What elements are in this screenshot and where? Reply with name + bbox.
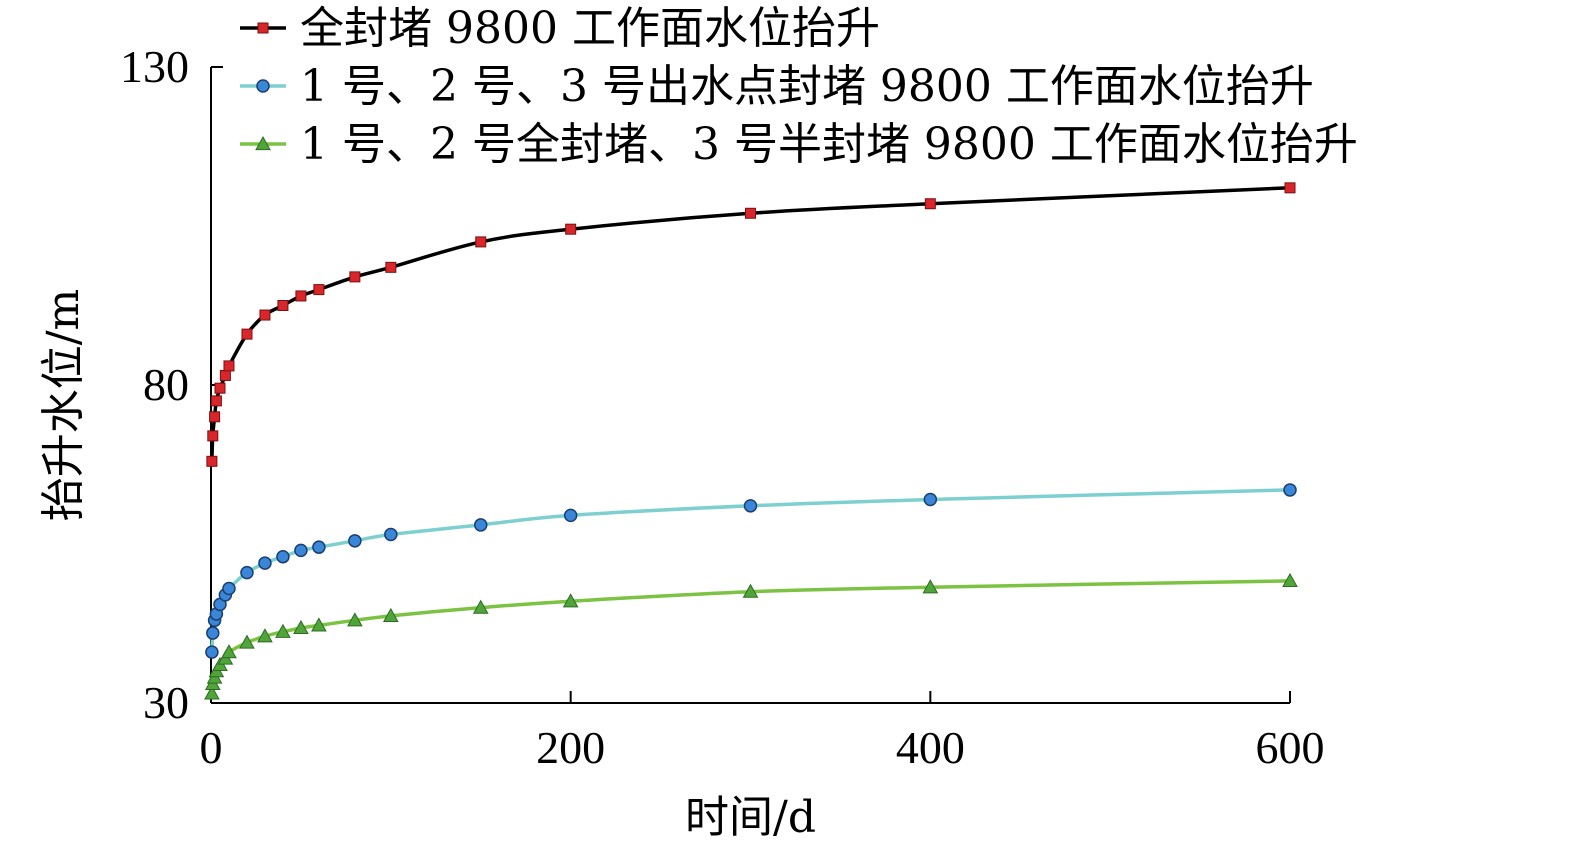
series-1-point [924,198,936,210]
series-1-point [214,382,226,394]
legend-label: 1 号、2 号、3 号出水点封堵 9800 工作面水位抬升 [300,61,1314,112]
series-layer [204,182,1298,700]
series-1-point [745,207,756,219]
series-1-point [219,369,231,381]
y-axis-ticks: 30 80 130 [120,41,223,728]
y-tick-label: 130 [120,41,189,92]
series-3-point [382,607,399,622]
series-3 [204,572,1298,700]
legend-swatch-marker [256,79,270,93]
y-tick-label: 80 [143,359,189,410]
legend-item-2: 1 号、2 号、3 号出水点封堵 9800 工作面水位抬升 [240,61,1314,112]
series-3-point [311,617,327,632]
x-axis-title: 时间/d [685,792,816,843]
legend-item-1: 全封堵 9800 工作面水位抬升 [240,3,880,54]
series-2-point [384,527,398,542]
series-3-point [275,623,291,638]
series-1-point [1284,182,1296,194]
legend-label: 全封堵 9800 工作面水位抬升 [300,3,880,54]
x-tick-label: 600 [1256,722,1325,773]
series-2-point [294,543,308,558]
legend: 全封堵 9800 工作面水位抬升 1 号、2 号、3 号出水点封堵 9800 工作… [240,3,1358,170]
series-1-point [277,300,289,311]
series-3-point [562,593,579,608]
series-3-point [472,599,489,614]
y-axis-title: 抬升水位/m [38,289,89,522]
series-2-point [240,565,254,580]
series-3-point [239,634,255,649]
series-2-point [276,549,290,564]
series-1-point [295,290,307,302]
series-1-point [223,360,235,372]
series-2-point [222,581,236,596]
series-1-point [313,284,325,296]
x-tick-label: 0 [200,722,223,773]
series-3-point [293,619,309,635]
legend-swatch-marker [255,135,271,151]
x-tick-label: 200 [536,722,605,773]
x-tick-label: 400 [896,722,965,773]
series-2-point [563,508,578,523]
series-1-line [210,186,1291,462]
series-1-point [210,395,222,407]
series-1-point [385,261,397,273]
series-3-point [257,628,273,643]
series-3-point [1282,572,1298,587]
series-3-point [221,644,237,659]
series-2-point [258,556,272,570]
legend-item-3: 1 号、2 号全封堵、3 号半封堵 9800 工作面水位抬升 [240,119,1358,170]
series-2 [205,483,1297,659]
series-3-point [922,579,939,594]
series-1-point [565,223,577,235]
series-1-point [209,411,221,423]
series-1-point [206,455,218,467]
series-2-line [210,488,1291,653]
series-1-point [475,236,487,248]
series-2-point [1283,483,1297,497]
series-1-point [349,271,361,283]
series-3-point [204,685,220,700]
legend-swatch-marker [257,22,269,34]
series-1-point [259,309,271,321]
series-2-point [474,518,488,532]
series-1 [206,182,1296,467]
plot-area: 30 80 130 0 200 400 600 [120,41,1325,773]
series-1-point [241,328,253,340]
series-3-point [347,612,363,627]
legend-label: 1 号、2 号全封堵、3 号半封堵 9800 工作面水位抬升 [300,119,1358,170]
series-2-point [205,645,219,659]
series-2-point [206,626,220,640]
series-1-point [207,430,219,442]
y-tick-label: 30 [143,677,189,728]
series-2-point [348,534,362,548]
series-3-point [742,583,759,598]
series-2-point [923,492,938,507]
series-2-point [743,499,758,513]
series-2-point [312,540,326,554]
x-axis-ticks: 0 200 400 600 [200,691,1325,773]
